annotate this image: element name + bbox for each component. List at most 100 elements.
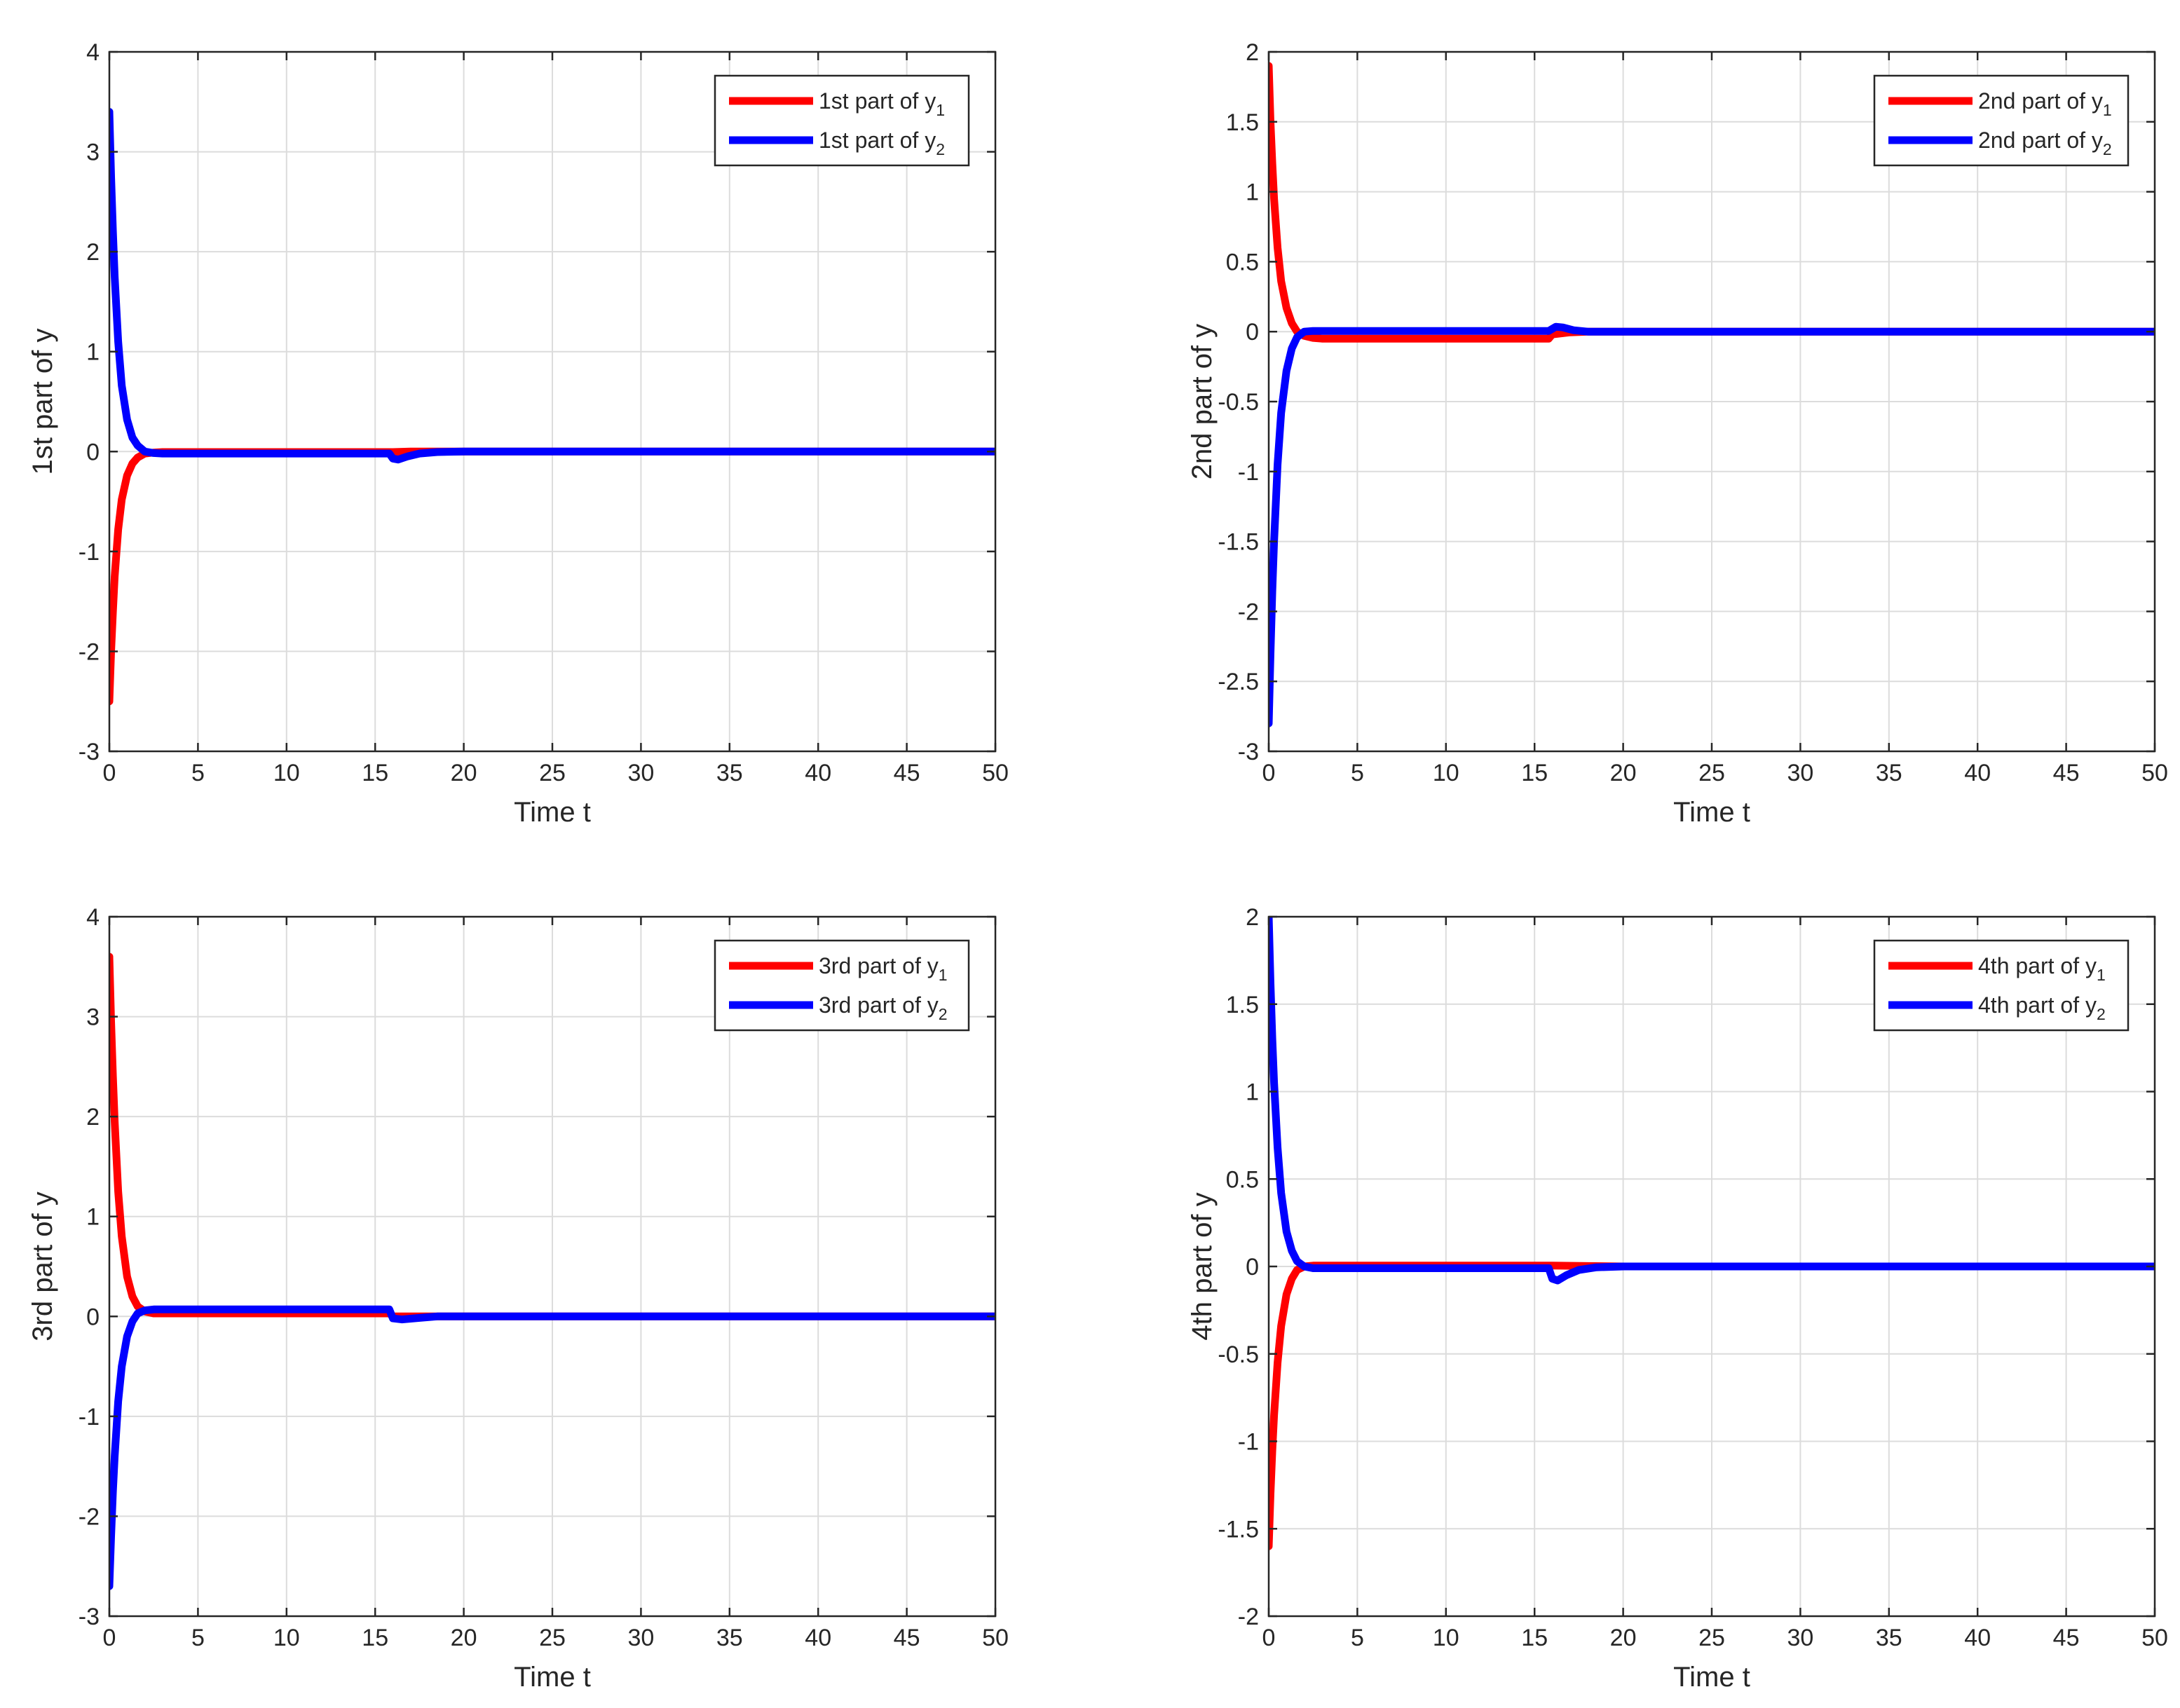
x-tick-label: 45 — [2053, 1625, 2080, 1651]
y-tick-label: 4 — [86, 904, 100, 931]
x-tick-label: 0 — [103, 1625, 116, 1651]
y-tick-label: 0 — [1246, 319, 1259, 346]
x-tick-label: 0 — [103, 760, 116, 786]
y-tick-label: -1.5 — [1218, 529, 1259, 556]
y-tick-label: 2 — [86, 1104, 100, 1130]
x-tick-label: 5 — [191, 1625, 205, 1651]
x-tick-label: 50 — [2141, 760, 2168, 786]
chart-panel-3: 0 5 10 15 20 25 30 35 40 45 50 -3 -2 -1 0 1 2 3 4 Time t 3rd… — [27, 904, 1009, 1693]
y-tick-label: 2 — [1246, 39, 1259, 66]
y-axis-label: 4th part of y — [1187, 1192, 1218, 1340]
x-tick-label: 25 — [539, 1625, 566, 1651]
y-tick-label: -1 — [1238, 459, 1259, 486]
x-tick-label: 20 — [1610, 1625, 1637, 1651]
y-tick-label: 0 — [1246, 1254, 1259, 1280]
legend-subscript: 1 — [2097, 966, 2106, 984]
x-axis-label: Time t — [514, 797, 591, 828]
x-tick-label: 25 — [1698, 1625, 1725, 1651]
x-tick-label: 50 — [982, 1625, 1009, 1651]
series-line-y2 — [1269, 917, 2155, 1285]
x-tick-label: 5 — [191, 760, 205, 786]
y-tick-label: -2 — [79, 1503, 100, 1530]
x-tick-label: 50 — [982, 760, 1009, 786]
x-tick-label: 35 — [716, 760, 743, 786]
y-tick-label: 1.5 — [1226, 992, 1259, 1018]
legend-subscript: 2 — [2103, 140, 2112, 158]
y-tick-label: -0.5 — [1218, 1341, 1259, 1368]
y-tick-label: 0 — [86, 1304, 100, 1330]
y-axis-label: 2nd part of y — [1187, 324, 1218, 479]
x-tick-label: 0 — [1262, 1625, 1276, 1651]
y-tick-label: 3 — [86, 1004, 100, 1031]
legend-box — [1873, 939, 2130, 1032]
x-tick-label: 45 — [894, 760, 920, 786]
series-line-y2 — [109, 1305, 995, 1590]
x-tick-label: 15 — [1521, 760, 1548, 786]
x-tick-label: 0 — [1262, 760, 1276, 786]
y-tick-label: 3 — [86, 139, 100, 166]
x-tick-label: 15 — [1521, 1625, 1548, 1651]
x-tick-label: 40 — [1964, 760, 1991, 786]
y-tick-label: 4 — [86, 39, 100, 66]
legend-subscript: 2 — [936, 140, 945, 158]
x-tick-label: 45 — [2053, 760, 2080, 786]
legend-box — [714, 939, 970, 1032]
x-tick-label: 15 — [362, 760, 388, 786]
series-line-y2 — [1269, 322, 2155, 727]
x-tick-label: 10 — [1433, 760, 1459, 786]
x-axis-label: Time t — [1673, 1662, 1750, 1693]
x-axis-label: Time t — [514, 1662, 591, 1693]
x-tick-label: 45 — [894, 1625, 920, 1651]
y-tick-label: 0.5 — [1226, 249, 1259, 275]
y-tick-label: 1 — [1246, 179, 1259, 206]
y-tick-label: -1 — [79, 1404, 100, 1430]
y-tick-label: 1.5 — [1226, 109, 1259, 136]
x-tick-label: 20 — [451, 1625, 477, 1651]
x-axis-label: Time t — [1673, 797, 1750, 828]
x-tick-label: 40 — [805, 760, 831, 786]
x-tick-label: 5 — [1351, 760, 1364, 786]
x-tick-label: 40 — [805, 1625, 831, 1651]
y-tick-label: -2 — [79, 638, 100, 665]
chart-panel-2: 0 5 10 15 20 25 30 35 40 45 50 -3 -2.5 -2 -1.5 -1 -0.5 0 0… — [1187, 39, 2168, 828]
y-axis-label: 1st part of y — [27, 329, 58, 475]
x-tick-label: 10 — [1433, 1625, 1459, 1651]
y-tick-label: 1 — [86, 1204, 100, 1231]
y-tick-label: -3 — [79, 739, 100, 765]
x-tick-label: 40 — [1964, 1625, 1991, 1651]
y-tick-label: -0.5 — [1218, 389, 1259, 416]
legend-subscript: 1 — [2103, 101, 2112, 119]
x-tick-label: 20 — [1610, 760, 1637, 786]
series-line-y2 — [109, 108, 995, 464]
y-tick-label: -2.5 — [1218, 669, 1259, 695]
y-tick-label: -2 — [1238, 1604, 1259, 1630]
x-tick-label: 50 — [2141, 1625, 2168, 1651]
x-tick-label: 30 — [1787, 1625, 1813, 1651]
y-tick-label: 2 — [1246, 904, 1259, 931]
y-tick-label: 2 — [86, 239, 100, 266]
x-tick-label: 20 — [451, 760, 477, 786]
chart-panel-4: 0 5 10 15 20 25 30 35 40 45 50 -2 -1.5 -1 -0.5 0 0.5 1 1.5… — [1187, 904, 2168, 1693]
y-tick-label: 1 — [1246, 1079, 1259, 1106]
y-tick-label: -3 — [1238, 739, 1259, 765]
y-tick-label: -1.5 — [1218, 1516, 1259, 1543]
x-tick-label: 5 — [1351, 1625, 1364, 1651]
x-tick-label: 35 — [716, 1625, 743, 1651]
x-tick-label: 10 — [273, 760, 300, 786]
x-tick-label: 25 — [539, 760, 566, 786]
y-tick-label: 0.5 — [1226, 1166, 1259, 1193]
series-lines — [109, 108, 995, 706]
x-tick-label: 35 — [1876, 760, 1902, 786]
x-tick-label: 30 — [1787, 760, 1813, 786]
x-tick-label: 15 — [362, 1625, 388, 1651]
legend-subscript: 1 — [939, 966, 948, 984]
y-tick-label: 0 — [86, 439, 100, 465]
series-lines — [1269, 62, 2155, 727]
series-lines — [1269, 917, 2155, 1550]
y-tick-label: -2 — [1238, 599, 1259, 625]
